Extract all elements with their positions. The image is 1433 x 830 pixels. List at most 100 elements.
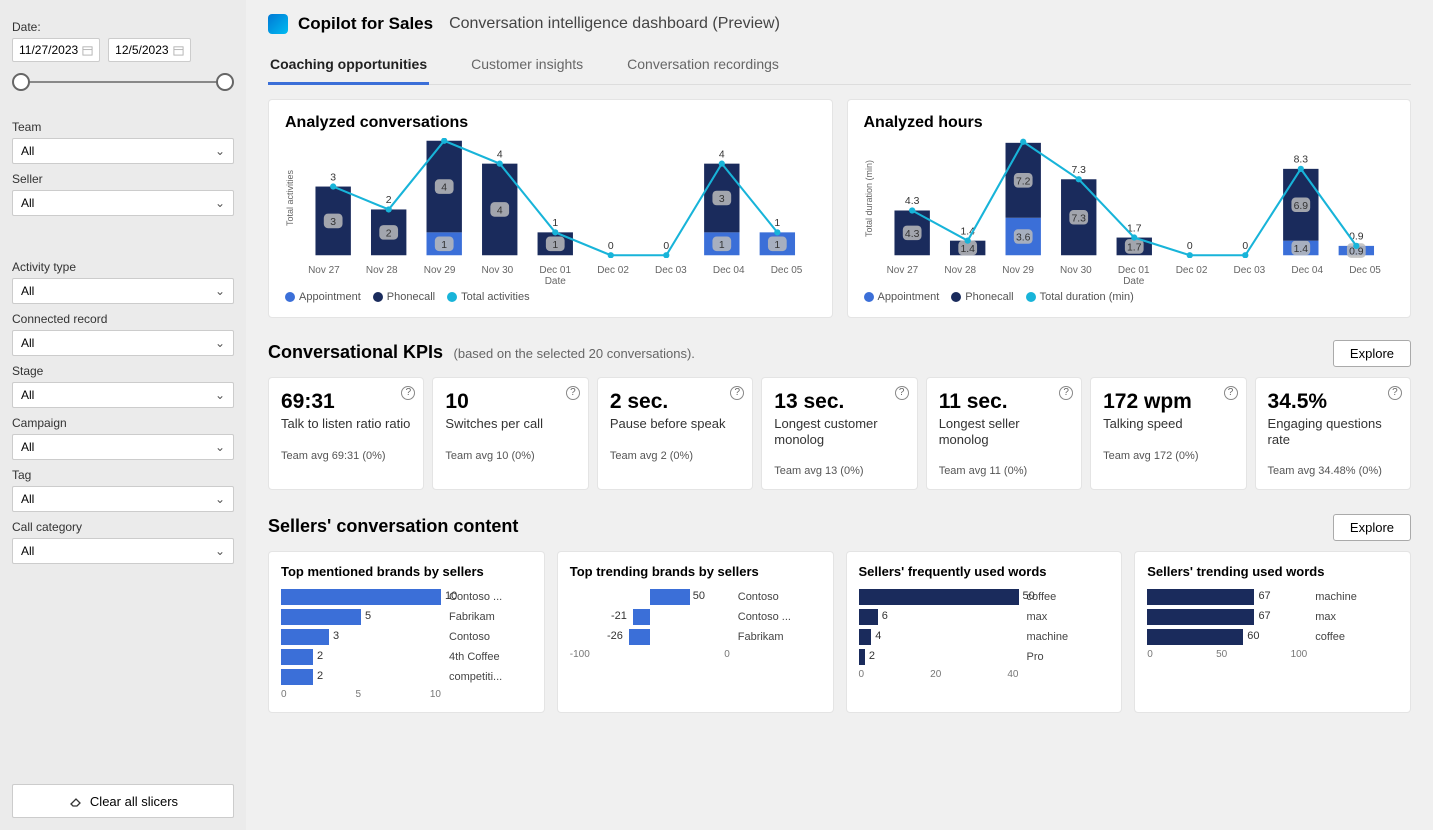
bar-label: Pro bbox=[1027, 651, 1044, 663]
x-axis-label: Date bbox=[874, 276, 1395, 287]
analyzed-hours-card: Analyzed hours Total duration (min) 4.34… bbox=[847, 99, 1412, 318]
kpi-avg: Team avg 11 (0%) bbox=[939, 465, 1069, 477]
kpi-label: Pause before speak bbox=[610, 416, 740, 432]
filter-select-tag[interactable]: All⌄ bbox=[12, 486, 234, 512]
filter-select-stage[interactable]: All⌄ bbox=[12, 382, 234, 408]
filter-select-connected-record[interactable]: All⌄ bbox=[12, 330, 234, 356]
filter-select-activity-type[interactable]: All ⌄ bbox=[12, 278, 234, 304]
bar-row: 60coffee bbox=[1147, 629, 1398, 645]
svg-text:4: 4 bbox=[719, 149, 725, 160]
filter-select-call-category[interactable]: All⌄ bbox=[12, 538, 234, 564]
clear-slicers-button[interactable]: Clear all slicers bbox=[12, 784, 234, 818]
y-axis-label: Total duration (min) bbox=[864, 138, 874, 258]
kpi-label: Longest seller monolog bbox=[939, 416, 1069, 447]
svg-text:4: 4 bbox=[441, 183, 447, 194]
kpi-avg: Team avg 34.48% (0%) bbox=[1268, 465, 1398, 477]
filter-select-team[interactable]: All ⌄ bbox=[12, 138, 234, 164]
page-title: Copilot for Sales bbox=[298, 14, 433, 34]
bar-row: 4machine bbox=[859, 629, 1110, 645]
legend-item: Phonecall bbox=[951, 291, 1013, 303]
filter-select-seller[interactable]: All⌄ bbox=[12, 190, 234, 216]
x-tick-label: Dec 04 bbox=[1291, 265, 1323, 276]
bar-label: Contoso ... bbox=[738, 611, 791, 623]
svg-text:4.3: 4.3 bbox=[904, 196, 919, 207]
content-card-title: Top mentioned brands by sellers bbox=[281, 564, 532, 579]
filter-label: Campaign bbox=[12, 416, 234, 430]
chevron-down-icon: ⌄ bbox=[215, 144, 225, 158]
tab-customer-insights[interactable]: Customer insights bbox=[469, 50, 585, 84]
x-tick-label: Nov 29 bbox=[424, 265, 456, 276]
bar-row: 2competiti... bbox=[281, 669, 532, 685]
x-tick-label: Dec 02 bbox=[597, 265, 629, 276]
bar-row: 67max bbox=[1147, 609, 1398, 625]
svg-text:7.3: 7.3 bbox=[1071, 213, 1086, 224]
kpi-avg: Team avg 13 (0%) bbox=[774, 465, 904, 477]
kpi-label: Talking speed bbox=[1103, 416, 1233, 432]
filter-value: All bbox=[21, 144, 34, 158]
svg-text:0: 0 bbox=[608, 241, 614, 252]
axis-tick: 100 bbox=[1291, 649, 1308, 660]
content-card: Top trending brands by sellers50Contoso-… bbox=[557, 551, 834, 713]
date-range-slider[interactable] bbox=[12, 72, 234, 92]
tab-conversation-recordings[interactable]: Conversation recordings bbox=[625, 50, 781, 84]
x-tick-label: Nov 27 bbox=[308, 265, 340, 276]
bar-row: 50Contoso bbox=[570, 589, 821, 605]
bar-label: Fabrikam bbox=[738, 631, 784, 643]
svg-text:3: 3 bbox=[330, 217, 336, 228]
explore-kpi-button[interactable]: Explore bbox=[1333, 340, 1411, 367]
help-icon[interactable]: ? bbox=[730, 386, 744, 400]
bar-row: 5Fabrikam bbox=[281, 609, 532, 625]
kpi-card: ?10Switches per callTeam avg 10 (0%) bbox=[432, 377, 588, 490]
svg-text:2: 2 bbox=[386, 195, 392, 206]
kpi-card: ?172 wpmTalking speedTeam avg 172 (0%) bbox=[1090, 377, 1246, 490]
filter-label: Call category bbox=[12, 520, 234, 534]
content-card: Sellers' frequently used words50coffee6m… bbox=[846, 551, 1123, 713]
kpi-avg: Team avg 172 (0%) bbox=[1103, 450, 1233, 462]
date-from-input[interactable]: 11/27/2023 bbox=[12, 38, 100, 62]
chevron-down-icon: ⌄ bbox=[215, 440, 225, 454]
bar-row: 67machine bbox=[1147, 589, 1398, 605]
filter-value: All bbox=[21, 336, 34, 350]
x-tick-label: Dec 05 bbox=[771, 265, 803, 276]
filter-value: All bbox=[21, 284, 34, 298]
kpi-value: 34.5% bbox=[1268, 390, 1398, 414]
clear-slicers-label: Clear all slicers bbox=[90, 794, 178, 809]
bar-row: -21Contoso ... bbox=[570, 609, 821, 625]
explore-content-button[interactable]: Explore bbox=[1333, 514, 1411, 541]
date-from-value: 11/27/2023 bbox=[19, 43, 78, 57]
kpi-avg: Team avg 2 (0%) bbox=[610, 450, 740, 462]
conversations-chart: 332214544110013411 bbox=[295, 138, 816, 258]
chart-title: Analyzed hours bbox=[864, 114, 1395, 132]
chevron-down-icon: ⌄ bbox=[215, 284, 225, 298]
axis-tick: 10 bbox=[430, 689, 441, 700]
kpi-label: Longest customer monolog bbox=[774, 416, 904, 447]
analyzed-conversations-card: Analyzed conversations Total activities … bbox=[268, 99, 833, 318]
svg-text:4: 4 bbox=[497, 149, 503, 160]
svg-text:1: 1 bbox=[441, 240, 447, 251]
date-to-input[interactable]: 12/5/2023 bbox=[108, 38, 190, 62]
help-icon[interactable]: ? bbox=[1059, 386, 1073, 400]
kpi-section-subtitle: (based on the selected 20 conversations)… bbox=[454, 346, 695, 361]
filter-value: All bbox=[21, 544, 34, 558]
kpi-card: ?69:31Talk to listen ratio ratioTeam avg… bbox=[268, 377, 424, 490]
chart-title: Analyzed conversations bbox=[285, 114, 816, 132]
axis-tick: 5 bbox=[355, 689, 361, 700]
kpi-card: ?2 sec. Pause before speak Team avg 2 (0%) bbox=[597, 377, 753, 490]
filter-select-campaign[interactable]: All⌄ bbox=[12, 434, 234, 460]
content-section-header: Sellers' conversation content Explore bbox=[268, 514, 1411, 541]
filter-label: Seller bbox=[12, 172, 234, 186]
bar-label: 4th Coffee bbox=[449, 651, 500, 663]
x-tick-label: Nov 29 bbox=[1002, 265, 1034, 276]
svg-text:0: 0 bbox=[1186, 241, 1192, 252]
kpi-value: 2 sec. bbox=[610, 390, 740, 414]
help-icon[interactable]: ? bbox=[1224, 386, 1238, 400]
help-icon[interactable]: ? bbox=[1388, 386, 1402, 400]
content-card-title: Sellers' frequently used words bbox=[859, 564, 1110, 579]
tab-coaching-opportunities[interactable]: Coaching opportunities bbox=[268, 50, 429, 85]
svg-text:1.7: 1.7 bbox=[1127, 243, 1142, 254]
help-icon[interactable]: ? bbox=[401, 386, 415, 400]
x-tick-label: Dec 04 bbox=[713, 265, 745, 276]
svg-text:4: 4 bbox=[497, 206, 503, 217]
help-icon[interactable]: ? bbox=[895, 386, 909, 400]
help-icon[interactable]: ? bbox=[566, 386, 580, 400]
